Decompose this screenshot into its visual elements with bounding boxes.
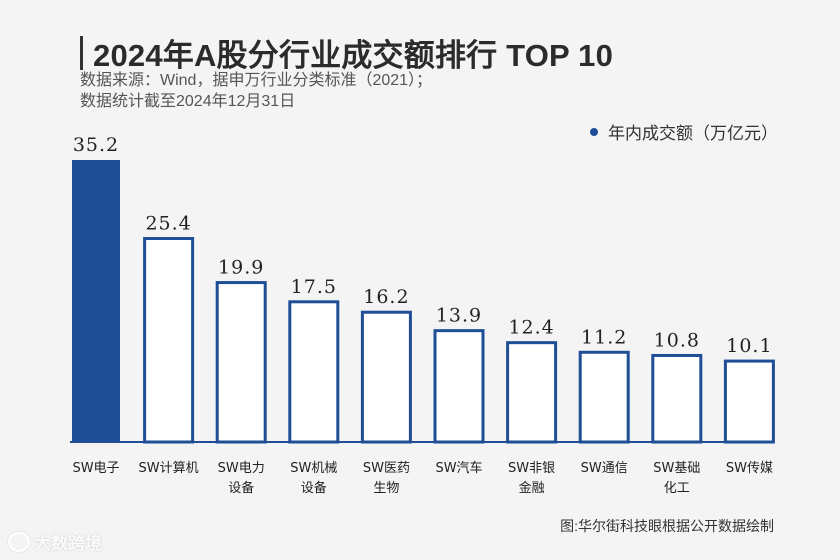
bar-9 xyxy=(723,359,775,444)
value-label-2: 19.9 xyxy=(218,257,264,279)
watermark-logo-icon xyxy=(8,531,30,552)
bar-1 xyxy=(143,237,195,444)
value-labels-group: 35.2 25.4 19.9 17.5 16.2 13.9 12.4 11.2 10.8 10.1 xyxy=(73,134,772,357)
value-label-4: 16.2 xyxy=(363,286,409,308)
value-label-9: 10.1 xyxy=(726,335,772,357)
subtitle-line-1: 数据来源：Wind，据申万行业分类标准（2021）； xyxy=(80,72,433,89)
bars-group xyxy=(72,160,775,444)
chart-title: 2024年A股分行业成交额排行 TOP 10 xyxy=(93,38,614,73)
category-label-7: SW通信 xyxy=(581,461,628,476)
bar-6 xyxy=(506,341,558,444)
value-label-7: 11.2 xyxy=(581,326,627,348)
category-label-5: SW汽车 xyxy=(435,460,482,476)
category-label-4: SW医药生物 xyxy=(363,461,410,496)
watermark: 大数跨境 xyxy=(8,529,102,554)
value-label-1: 25.4 xyxy=(145,213,191,235)
bar-8 xyxy=(651,353,703,444)
subtitle: 数据来源：Wind，据申万行业分类标准（2021）； 数据统计截至2024年12… xyxy=(80,70,432,112)
bar-4 xyxy=(360,310,412,444)
category-label-2: SW电力设备 xyxy=(218,461,265,496)
category-label-3: SW机械设备 xyxy=(290,461,337,496)
category-labels-group: SW电子 SW计算机 SW电力设备 SW机械设备 SW医药生物 SW汽车 SW非银金融 SW通… xyxy=(72,460,773,496)
legend-dot-icon xyxy=(590,127,598,136)
category-label-0: SW电子 xyxy=(72,461,119,476)
value-label-3: 17.5 xyxy=(291,276,337,298)
subtitle-line-2: 数据统计截至2024年12月31日 xyxy=(80,93,296,110)
title-bar: 2024年A股分行业成交额排行 TOP 10 xyxy=(80,30,613,75)
category-label-6: SW非银金融 xyxy=(508,461,555,496)
legend: 年内成交额（万亿元） xyxy=(590,119,778,144)
category-label-8: SW基础化工 xyxy=(653,461,700,496)
bar-0 xyxy=(72,160,120,442)
bar-2 xyxy=(215,281,267,444)
value-label-8: 10.8 xyxy=(654,329,700,351)
category-label-1: SW计算机 xyxy=(139,461,199,476)
value-label-0: 35.2 xyxy=(73,134,119,156)
watermark-text: 大数跨境 xyxy=(34,534,102,553)
title-rule xyxy=(80,35,83,70)
category-label-9: SW传媒 xyxy=(726,461,773,476)
bar-3 xyxy=(288,300,340,444)
bar-7 xyxy=(578,350,630,444)
source-note: 图:华尔街科技眼根据公开数据绘制 xyxy=(560,518,774,534)
legend-label: 年内成交额（万亿元） xyxy=(608,124,778,143)
value-label-6: 12.4 xyxy=(508,317,554,339)
bar-5 xyxy=(433,329,485,444)
value-label-5: 13.9 xyxy=(436,305,482,327)
